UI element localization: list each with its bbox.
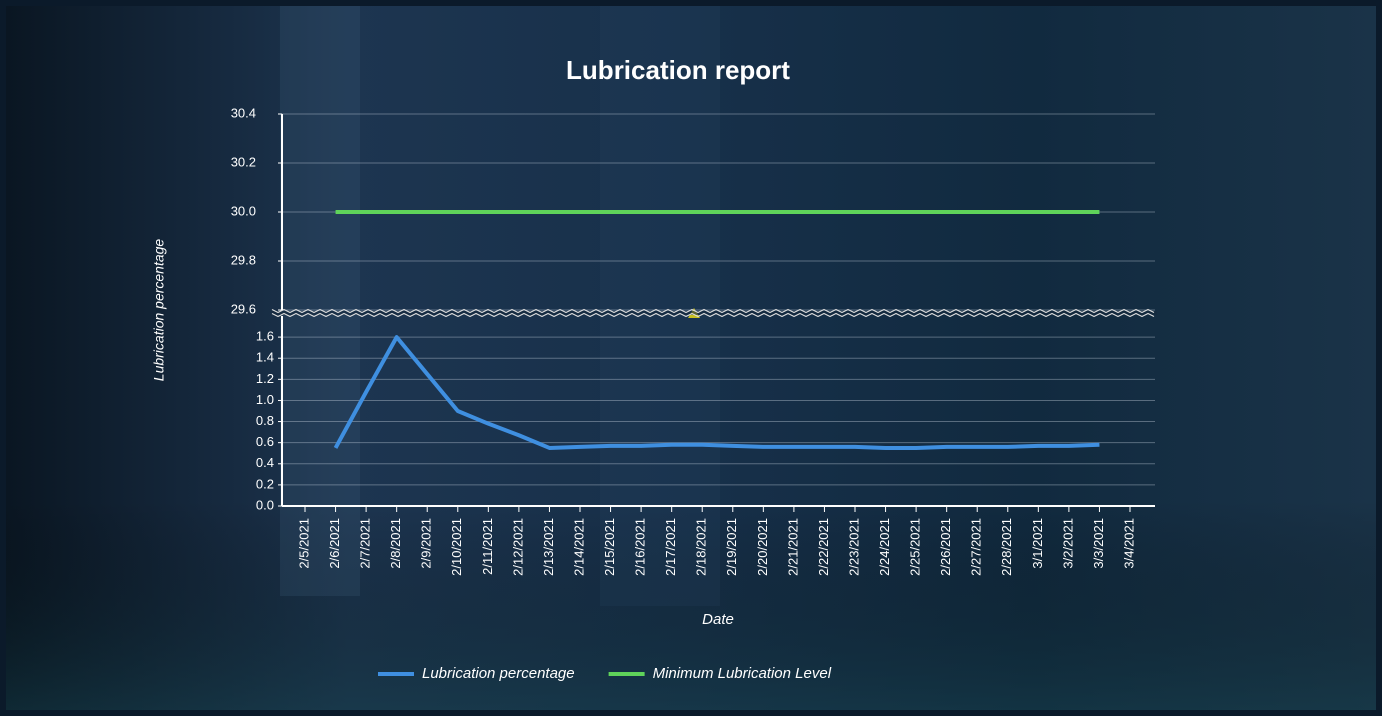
panel [280, 6, 360, 596]
y-tick-label: 0.4 [256, 455, 274, 470]
x-tick-label: 2/24/2021 [877, 518, 892, 576]
y-tick-label: 0.0 [256, 497, 274, 512]
x-tick-label: 2/28/2021 [999, 518, 1014, 576]
x-tick-label: 2/18/2021 [694, 518, 709, 576]
y-tick-label: 1.0 [256, 392, 274, 407]
y-axis-title: Lubrication percentage [151, 239, 167, 382]
x-tick-label: 2/9/2021 [419, 518, 434, 569]
x-tick-label: 2/20/2021 [755, 518, 770, 576]
y-tick-label: 1.2 [256, 371, 274, 386]
y-tick-label: 1.4 [256, 350, 274, 365]
y-tick-label: 29.8 [231, 252, 256, 267]
x-tick-label: 2/27/2021 [969, 518, 984, 576]
x-tick-label: 3/3/2021 [1091, 518, 1106, 569]
y-tick-label: 29.6 [231, 301, 256, 316]
x-tick-label: 2/25/2021 [908, 518, 923, 576]
x-tick-label: 2/15/2021 [602, 518, 617, 576]
x-tick-label: 2/8/2021 [388, 518, 403, 569]
x-tick-label: 2/14/2021 [571, 518, 586, 576]
chart: Lubrication report Date Lubrication perc… [0, 0, 1382, 716]
x-tick-label: 2/6/2021 [327, 518, 342, 569]
x-tick-label: 2/21/2021 [785, 518, 800, 576]
y-tick-label: 30.2 [231, 154, 256, 169]
x-tick-label: 2/17/2021 [663, 518, 678, 576]
x-tick-label: 2/22/2021 [816, 518, 831, 576]
y-tick-label: 0.2 [256, 476, 274, 491]
x-tick-label: 3/4/2021 [1121, 518, 1136, 569]
x-tick-label: 2/11/2021 [480, 518, 495, 575]
x-tick-label: 2/13/2021 [541, 518, 556, 576]
legend-label: Lubrication percentage [422, 665, 575, 682]
y-tick-label: 0.8 [256, 413, 274, 428]
x-tick-label: 2/10/2021 [449, 518, 464, 576]
chart-title: Lubrication report [566, 55, 790, 85]
x-tick-label: 2/19/2021 [724, 518, 739, 576]
x-tick-label: 2/7/2021 [358, 518, 373, 569]
legend-label: Minimum Lubrication Level [653, 665, 832, 682]
y-tick-label: 1.6 [256, 329, 274, 344]
x-tick-label: 2/16/2021 [633, 518, 648, 576]
y-tick-label: 0.6 [256, 434, 274, 449]
panel [600, 6, 720, 606]
x-axis-title: Date [702, 611, 734, 628]
y-tick-label: 30.4 [231, 105, 256, 120]
x-tick-label: 3/2/2021 [1060, 518, 1075, 569]
x-tick-label: 2/5/2021 [296, 518, 311, 569]
y-tick-label: 30.0 [231, 203, 256, 218]
x-tick-label: 2/23/2021 [846, 518, 861, 576]
x-tick-label: 2/12/2021 [510, 518, 525, 576]
x-tick-label: 2/26/2021 [938, 518, 953, 576]
x-tick-label: 3/1/2021 [1030, 518, 1045, 569]
